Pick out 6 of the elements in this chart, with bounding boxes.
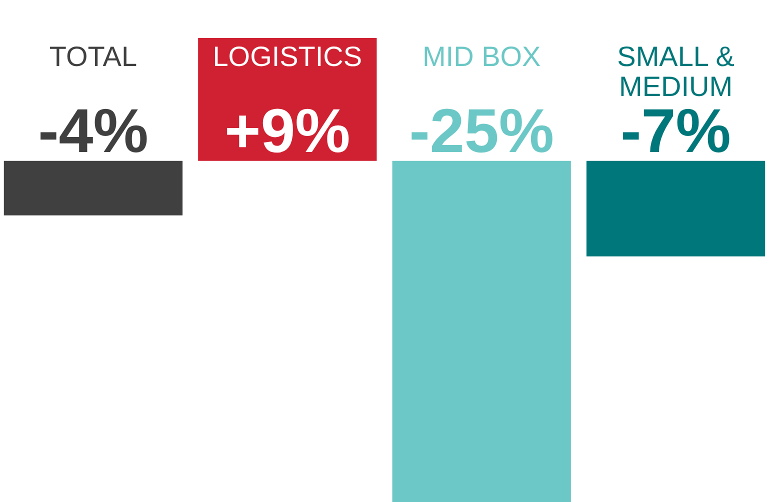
x-tick-label: TOTAL: [49, 41, 138, 72]
data-label: -25%: [409, 97, 554, 166]
data-label: -4%: [38, 97, 148, 166]
x-tick-label: LOGISTICS: [212, 41, 362, 72]
data-label: +9%: [224, 97, 350, 166]
x-tick-label: MID BOX: [422, 41, 542, 72]
